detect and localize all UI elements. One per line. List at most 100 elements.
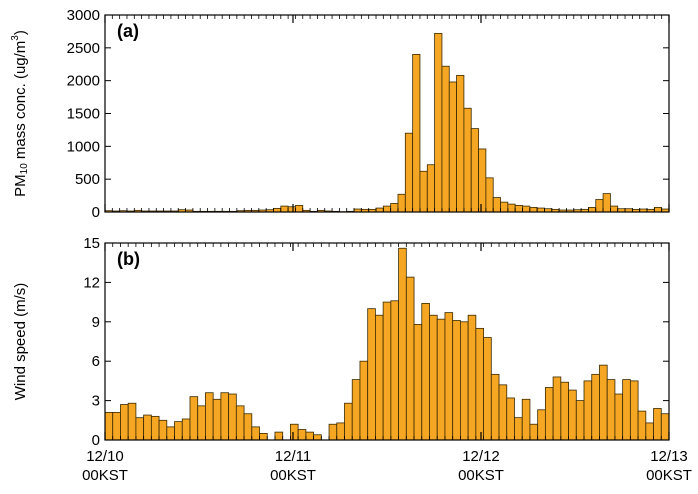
bar [434, 32, 443, 213]
bar [412, 54, 421, 213]
bar [421, 303, 430, 441]
panel-a-label: (a) [117, 21, 139, 41]
panel-a-bars [104, 32, 670, 213]
y-label-close: ) [12, 30, 29, 35]
bar [405, 276, 415, 441]
panel-b-y-ticks: 0 3 6 9 12 15 [83, 235, 669, 449]
bar [382, 205, 392, 213]
bar [490, 373, 500, 441]
bar [426, 164, 436, 213]
x-tick-date-label: 12/10 [86, 448, 124, 465]
y-tick-label: 0 [92, 432, 100, 449]
bar [492, 197, 501, 213]
bar [287, 206, 296, 213]
bar [135, 417, 145, 441]
bar [478, 148, 487, 213]
bar [483, 337, 492, 441]
bar [552, 376, 562, 441]
bar [522, 205, 531, 213]
bar [498, 384, 508, 441]
bar [259, 433, 268, 441]
panel-a-y-ticks: 0 500 1000 1500 2000 2500 3000 [67, 7, 669, 221]
bar [166, 426, 175, 441]
bar [398, 247, 407, 441]
bar [280, 205, 289, 213]
bar [653, 206, 663, 213]
bar [274, 431, 284, 441]
bar [595, 199, 604, 213]
bar [313, 434, 322, 441]
bar [189, 396, 199, 441]
bar [653, 408, 662, 441]
bar [629, 380, 639, 441]
y-label-rest: mass conc. (ug/m [12, 41, 29, 164]
bar [158, 419, 168, 441]
panel-b-label: (b) [117, 249, 140, 269]
bar [344, 402, 353, 441]
panel-a-x-ticks [104, 15, 670, 212]
bar [359, 360, 369, 441]
panel-b-bars [104, 247, 670, 441]
bar [459, 321, 469, 441]
bar [382, 301, 392, 441]
bar [568, 389, 577, 441]
y-tick-label: 3000 [67, 7, 100, 24]
bar [197, 405, 206, 441]
x-tick-time-label: 00KST [646, 467, 692, 484]
y-tick-label: 1000 [67, 138, 100, 155]
y-tick-label: 1500 [67, 106, 100, 123]
bar [390, 300, 399, 441]
y-label-sub-10: 10 [19, 163, 30, 175]
bar [602, 193, 611, 213]
bar [220, 392, 230, 441]
panel-b-frame [104, 242, 670, 441]
panel-a-pm10: 0 500 1000 1500 2000 2500 3000 (a) PM10 mass c… [10, 7, 670, 221]
x-tick-time-label: 00KST [82, 467, 128, 484]
bar [290, 423, 299, 441]
bar [506, 397, 515, 441]
bar [441, 65, 450, 213]
bar [243, 413, 253, 441]
bar [514, 205, 523, 213]
bar [228, 393, 237, 441]
bar [212, 398, 222, 441]
bar [413, 324, 423, 441]
bar [205, 392, 214, 441]
bar [375, 314, 384, 441]
bar [470, 128, 479, 213]
x-tick-date-label: 12/11 [275, 448, 311, 465]
bar [514, 417, 523, 441]
bar [529, 206, 538, 213]
y-tick-label: 6 [92, 353, 100, 370]
bar [560, 381, 569, 441]
bar [295, 205, 304, 213]
x-tick-time-label: 00KST [270, 467, 316, 484]
y-tick-label: 12 [83, 274, 100, 291]
x-axis-date-labels: 12/10 00KST 12/11 00KST 12/12 00KST 12/13 00KST [82, 448, 692, 484]
x-tick-date-label: 12/12 [462, 448, 500, 465]
panel-a-y-axis-label: PM10 mass conc. (ug/m3) [10, 30, 30, 197]
bar [614, 393, 624, 441]
bar [521, 398, 531, 441]
bar [251, 426, 260, 441]
bar [104, 412, 114, 441]
bar [637, 410, 647, 441]
bar [404, 132, 414, 213]
bar [174, 421, 183, 441]
bar [305, 431, 315, 441]
y-tick-label: 0 [92, 204, 100, 221]
bar [485, 177, 494, 213]
panel-b-x-ticks [104, 243, 670, 440]
y-tick-label: 15 [83, 235, 100, 252]
bar [500, 201, 509, 213]
bar [622, 379, 631, 441]
y-tick-label: 2500 [67, 40, 100, 57]
bar [150, 415, 160, 441]
bar [537, 409, 546, 441]
bar [328, 423, 338, 441]
bar [120, 404, 129, 441]
y-tick-label: 500 [75, 171, 100, 188]
bar [452, 320, 461, 441]
bar [112, 412, 121, 441]
